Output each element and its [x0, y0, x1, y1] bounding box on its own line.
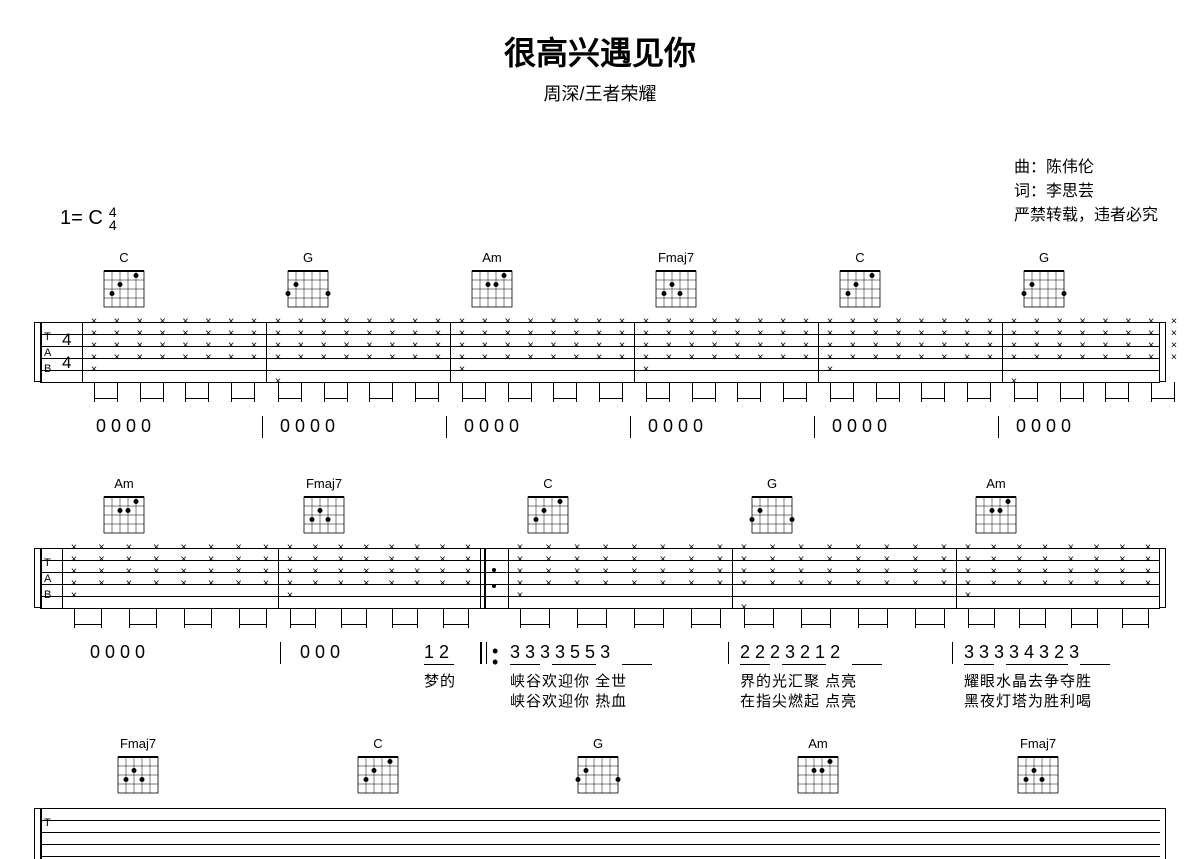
lyric-text: 梦的 [424, 670, 456, 691]
notation-measure: 2 2 2 3 2 1 2 [740, 642, 840, 663]
lyric-text: 界的光汇聚 点亮 [740, 670, 857, 691]
lyricist: 词：李思芸 [1014, 180, 1158, 204]
chord-diagram: Fmaj7 [114, 736, 162, 802]
chord-diagram: Am [100, 476, 148, 542]
chord-diagram: G [1020, 250, 1068, 316]
chord-diagram: Am [972, 476, 1020, 542]
lyric-text: 黑夜灯塔为胜利喝 [964, 690, 1092, 711]
credits: 曲：陈伟伦 词：李思芸 严禁转载，违者必究 [1014, 156, 1158, 228]
lyric-text: 峡谷欢迎你 全世 [510, 670, 627, 691]
chord-diagram: G [748, 476, 796, 542]
notation-measure: 3 3 3 3 4 3 2 3 [964, 642, 1079, 663]
chord-diagram: Am [468, 250, 516, 316]
notation-measure: 3 3 3 3 5 5 3 [510, 642, 610, 663]
key-signature: 1= C 4 4 [60, 206, 117, 231]
chord-diagram: Am [794, 736, 842, 802]
tab-staff-row-3: T [40, 808, 1160, 859]
composer: 曲：陈伟伦 [1014, 156, 1158, 180]
chord-diagram: C [836, 250, 884, 316]
notation-measure: 0 0 0 [300, 642, 340, 663]
chord-diagram: Fmaj7 [300, 476, 348, 542]
chord-diagram: C [524, 476, 572, 542]
lyric-text: 耀眼水晶去争夺胜 [964, 670, 1092, 691]
chord-diagram: C [354, 736, 402, 802]
chord-diagram: G [284, 250, 332, 316]
lyric-text: 在指尖燃起 点亮 [740, 690, 857, 711]
song-subtitle: 周深/王者荣耀 [0, 80, 1200, 106]
chord-diagram: C [100, 250, 148, 316]
notation-measure: 0 0 0 0 [90, 642, 145, 663]
notation-prefix: 1 2 [424, 642, 449, 663]
chord-diagram: Fmaj7 [652, 250, 700, 316]
copyright-warning: 严禁转载，违者必究 [1014, 204, 1158, 228]
song-title: 很高兴遇见你 [0, 28, 1200, 74]
chord-diagram: Fmaj7 [1014, 736, 1062, 802]
lyric-text: 峡谷欢迎你 热血 [510, 690, 627, 711]
chord-diagram: G [574, 736, 622, 802]
